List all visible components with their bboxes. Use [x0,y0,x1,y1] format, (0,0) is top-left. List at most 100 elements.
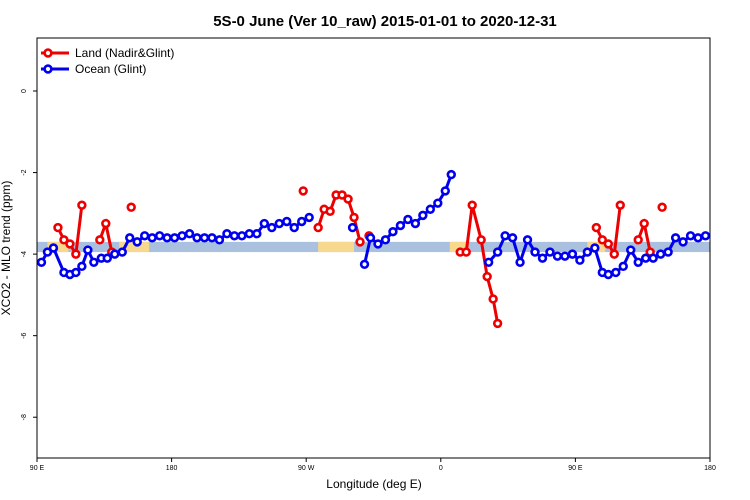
data-point [522,235,533,245]
data-point [611,267,621,278]
data-point [530,247,540,257]
data-point [222,229,232,239]
data-point [132,237,142,247]
data-point [365,233,376,243]
data-point [207,233,217,243]
data-point [199,233,210,243]
data-point [252,229,262,239]
data-point [657,202,667,212]
data-point [184,229,195,239]
data-point [670,233,681,243]
data-point [59,235,69,245]
legend-marker [43,64,53,74]
series-layer [36,169,711,329]
data-point [418,210,428,221]
data-point [618,261,628,272]
data-point [298,186,308,196]
data-point [515,257,525,267]
y-tick-label: -6 [21,332,28,338]
data-point [147,233,157,243]
x-tick-label: 90 E [568,465,583,472]
y-tick-label: 0 [21,89,28,93]
data-point [237,231,247,241]
data-point [700,231,711,241]
data-point [126,202,136,212]
data-point [425,204,436,214]
data-point [626,245,636,255]
data-point [388,226,398,237]
data-point [325,206,335,217]
data-point [282,216,292,227]
y-tick-label: -8 [21,414,28,420]
data-point [53,222,63,233]
land-band-segment [449,241,467,253]
data-point [483,257,494,267]
plot-frame [36,37,711,459]
data-point [482,271,492,282]
data-point [77,261,87,272]
data-point [492,247,503,257]
data-point [633,257,643,267]
data-point [609,249,619,259]
data-point [77,200,87,210]
data-point [461,247,471,257]
data-point [380,235,391,245]
data-point [347,222,358,233]
y-axis: 0 -2 -4 -6 -8 [21,89,37,420]
data-point [446,169,456,180]
data-point [71,267,81,278]
x-axis-label: Longitude (deg E) [326,477,421,491]
data-point [304,212,314,223]
data-point [440,186,450,196]
data-point [229,231,240,241]
series-0 [53,186,667,329]
data-point [500,231,510,241]
data-point [192,233,202,243]
data-point [640,253,651,263]
data-point [274,218,284,229]
data-point [575,255,585,265]
data-point [139,231,150,241]
data-point [663,247,673,257]
data-point [36,257,47,267]
data-point [289,222,299,233]
data-point [639,218,649,229]
data-point [395,220,406,231]
y-axis-label: XCO2 - MLO trend (ppm) [0,181,13,316]
data-point [102,253,112,263]
data-point [259,218,270,229]
land-band-segment [318,241,355,253]
data-point [244,229,255,239]
data-point [467,200,477,210]
data-point [125,233,135,243]
data-point [267,222,277,233]
data-point [590,243,600,253]
data-point [83,245,93,255]
data-point [560,251,570,261]
data-point [343,194,353,204]
x-tick-label: 180 [704,465,716,472]
data-point [410,218,421,229]
data-point [476,235,486,245]
data-point [591,222,602,233]
data-point [545,247,555,257]
ocean-band [37,241,710,253]
land-band-segment [119,241,150,253]
data-point [373,239,383,249]
x-axis: 90 E 180 90 W 0 90 E 180 [30,458,716,472]
legend: Land (Nadir&Glint) Ocean (Glint) [41,46,174,76]
data-point [537,253,548,263]
data-point [685,231,696,241]
data-point [42,247,53,257]
data-point [162,233,172,243]
y-tick-label: -4 [21,251,28,257]
data-point [297,216,307,227]
x-tick-label: 0 [439,465,443,472]
data-point [48,243,59,253]
data-point [507,233,518,243]
data-point [693,233,703,243]
data-point [678,237,688,247]
data-point [567,249,578,259]
data-point [101,218,111,229]
data-point [337,190,347,200]
